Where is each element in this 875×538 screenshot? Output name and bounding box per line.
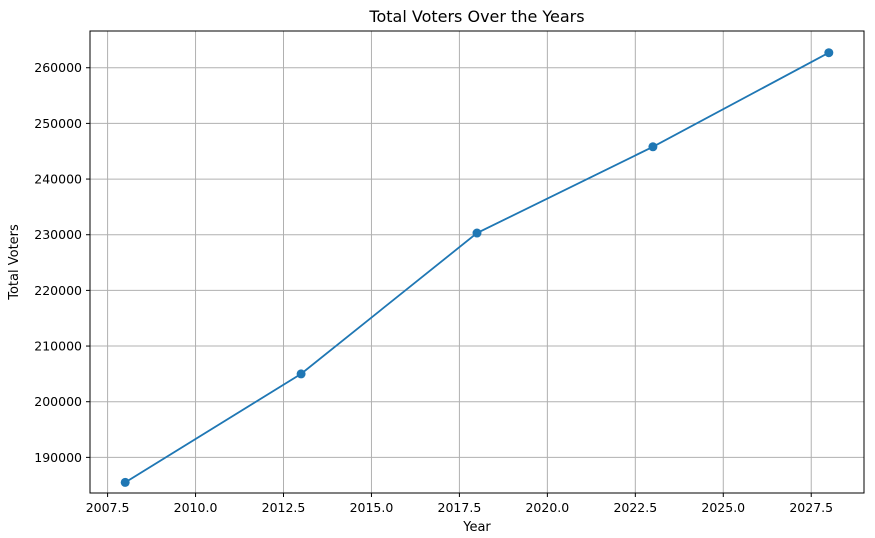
chart-title: Total Voters Over the Years [368,7,584,26]
tick-marks [86,67,812,497]
y-tick-label: 260000 [34,60,82,75]
x-tick-label: 2027.5 [789,500,833,515]
data-point [296,369,306,379]
plot-frame [89,30,865,494]
y-tick-label: 240000 [34,172,82,187]
x-tick-label: 2010.0 [174,500,218,515]
x-tick-label: 2022.5 [613,500,657,515]
y-tick-label: 230000 [34,227,82,242]
x-tick-label: 2017.5 [438,500,482,515]
data-point [120,477,130,487]
x-axis-label: Year [462,520,491,535]
y-tick-label: 200000 [34,394,82,409]
y-tick-label: 190000 [34,450,82,465]
data-point [648,142,658,152]
y-tick-label: 220000 [34,283,82,298]
y-axis-label: Total Voters [7,224,22,301]
y-tick-label: 250000 [34,116,82,131]
tick-labels: 2007.5 2010.0 2012.5 2015.0 2017.5 2020.0 2022… [34,60,833,515]
x-tick-label: 2012.5 [262,500,306,515]
y-tick-label: 210000 [34,339,82,354]
data-point [824,48,834,58]
series-layer [120,48,834,487]
x-tick-label: 2025.0 [701,500,745,515]
x-tick-label: 2015.0 [350,500,394,515]
data-point [472,228,482,238]
x-tick-label: 2007.5 [86,500,130,515]
x-tick-label: 2020.0 [525,500,569,515]
